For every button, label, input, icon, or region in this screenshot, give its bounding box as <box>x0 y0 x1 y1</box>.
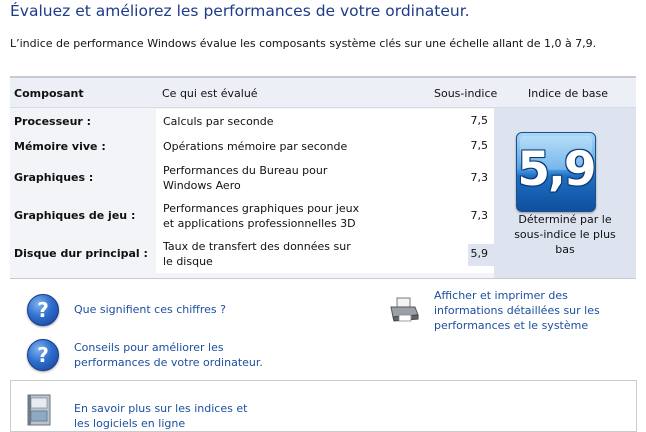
component-label: Graphiques de jeu : <box>14 209 136 222</box>
subscore-value: 7,3 <box>470 209 489 222</box>
printer-icon[interactable] <box>388 296 420 324</box>
page-title: Évaluez et améliorez les performances de… <box>10 2 470 20</box>
base-score-caption: Déterminé par le sous-indice le plus bas <box>514 213 616 256</box>
base-score-badge: 5,9 <box>516 132 597 212</box>
description-cell: Opérations mémoire par seconde 7,5 <box>156 134 494 159</box>
base-score-value: 5,9 <box>517 142 596 197</box>
description-cell: Calculs par seconde 7,5 <box>156 109 494 134</box>
link-print-details[interactable]: Afficher et imprimer des informations dé… <box>434 289 600 332</box>
badge-gloss <box>520 136 592 170</box>
table-row-primary-disk: Disque dur principal : Taux de transfert… <box>10 235 494 273</box>
description-text: Performances du Bureau pour Windows Aero <box>163 164 328 192</box>
subscore-value: 7,5 <box>470 114 489 127</box>
link-improve-tips[interactable]: Conseils pour améliorer les performances… <box>74 341 263 369</box>
page-subtitle: L’indice de performance Windows évalue l… <box>10 37 597 50</box>
description-text: Opérations mémoire par seconde <box>163 140 348 153</box>
help-icon[interactable]: ? <box>27 294 59 326</box>
learn-more-panel: En savoir plus sur les indices et les lo… <box>10 380 637 432</box>
column-header-subscore: Sous-indice <box>434 87 498 100</box>
link-what-numbers[interactable]: Que signifient ces chiffres ? <box>74 303 226 316</box>
description-text: Calculs par seconde <box>163 115 274 128</box>
link-learn-more[interactable]: En savoir plus sur les indices et les lo… <box>74 402 248 430</box>
header-divider <box>10 107 636 108</box>
subscore-value: 7,5 <box>470 139 489 152</box>
table-top-divider <box>10 76 636 78</box>
table-bottom-divider <box>10 278 636 279</box>
description-cell: Performances graphiques pour jeux et app… <box>156 197 494 235</box>
description-cell: Performances du Bureau pour Windows Aero… <box>156 159 494 197</box>
book-icon[interactable] <box>25 393 53 427</box>
description-cell: Taux de transfert des données sur le dis… <box>156 235 494 273</box>
column-header-rated: Ce qui est évalué <box>162 87 258 100</box>
table-row-graphics: Graphiques : Performances du Bureau pour… <box>10 159 494 197</box>
help-icon[interactable]: ? <box>27 339 59 371</box>
subscore-value: 7,3 <box>470 171 489 184</box>
column-header-component: Composant <box>14 87 84 100</box>
table-header: Composant Ce qui est évalué Sous-indice … <box>10 78 636 108</box>
column-header-base-score: Indice de base <box>528 87 609 100</box>
component-label: Mémoire vive : <box>14 140 106 153</box>
component-label: Processeur : <box>14 115 92 128</box>
component-label: Disque dur principal : <box>14 247 148 260</box>
table-row-gaming-graphics: Graphiques de jeu : Performances graphiq… <box>10 197 494 235</box>
table-row-processor: Processeur : Calculs par seconde 7,5 <box>10 109 494 134</box>
lowest-subscore-highlight <box>468 244 494 266</box>
table-row-memory: Mémoire vive : Opérations mémoire par se… <box>10 134 494 159</box>
subscore-value: 5,9 <box>470 247 489 260</box>
description-text: Taux de transfert des données sur le dis… <box>163 240 351 268</box>
component-label: Graphiques : <box>14 171 94 184</box>
description-text: Performances graphiques pour jeux et app… <box>163 202 360 230</box>
